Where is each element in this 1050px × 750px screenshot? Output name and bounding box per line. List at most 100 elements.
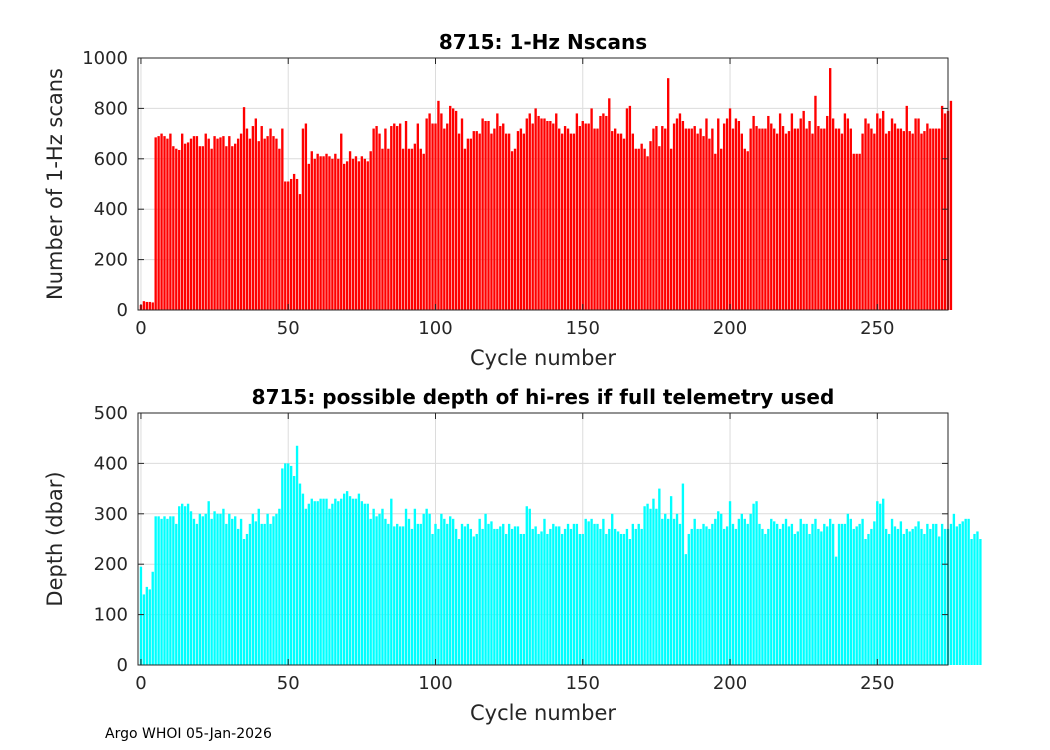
chart1-bar [310, 151, 313, 310]
chart2-bar [737, 518, 741, 665]
chart2-bar [602, 518, 605, 665]
chart2-bar [519, 533, 523, 665]
chart1-bar [431, 123, 434, 311]
footer-credit: Argo WHOI 05-Jan-2026 [105, 726, 272, 742]
chart1-bar [148, 301, 151, 310]
chart1-bar [195, 136, 199, 310]
chart2-bar [643, 506, 646, 665]
chart1-bar [831, 118, 835, 310]
chart2-bar [425, 508, 428, 665]
chart2-bar [708, 528, 711, 665]
chart1-bar [454, 110, 458, 310]
chart2-bar [372, 508, 375, 665]
chart2-bar [823, 523, 826, 665]
chart1-bar [428, 113, 431, 310]
chart1-bar [328, 156, 331, 310]
chart1-bar [210, 148, 213, 310]
chart1-bar [602, 113, 605, 310]
chart2-bar [693, 518, 696, 665]
chart1-bar [387, 148, 390, 310]
chart2-bar [722, 528, 726, 665]
chart1-bar [407, 148, 411, 310]
chart1-bar [882, 110, 885, 310]
chart1-bar [360, 156, 364, 310]
chart2-bar [634, 528, 637, 665]
chart1-bar [278, 148, 281, 310]
chart2-bar [646, 503, 649, 665]
chart2-bar [540, 531, 543, 665]
chart2-bar [157, 516, 160, 665]
chart1-bar [284, 181, 287, 310]
chart2-bar [652, 498, 655, 665]
chart1-bar [646, 156, 649, 310]
chart2-bar [239, 518, 243, 665]
chart1-bar [770, 123, 773, 311]
chart2-bar [440, 513, 443, 665]
chart1-bar [354, 156, 358, 310]
chart2-x-tick-label: 150 [566, 673, 600, 694]
chart1-bar [257, 141, 260, 310]
chart1-bar [575, 113, 579, 310]
chart2-bar [784, 518, 788, 665]
chart1-bar [528, 113, 531, 310]
chart1-bar [940, 105, 944, 310]
chart1-bar [799, 118, 802, 310]
chart2-bar [879, 503, 882, 665]
chart1-bar [846, 118, 850, 310]
chart1-bar [301, 128, 305, 310]
chart2-bar [658, 488, 661, 665]
chart2-bar [584, 518, 587, 665]
chart1-bar [778, 113, 782, 310]
chart2-bar [546, 533, 549, 665]
chart2-bar [216, 513, 219, 665]
chart1-bar [422, 153, 425, 310]
chart1-bar [787, 131, 791, 310]
chart2-bar [837, 523, 841, 665]
chart2-bar [289, 465, 293, 665]
chart2-bar [369, 518, 372, 665]
chart1-bar [449, 105, 452, 310]
chart2-bar [260, 523, 263, 665]
chart2-bar [702, 523, 705, 665]
chart2-bar [363, 503, 366, 665]
chart2-bar [563, 528, 567, 665]
chart2-y-tick-label: 100 [94, 605, 128, 626]
chart2-bar [325, 498, 328, 665]
chart1-bar [584, 123, 587, 311]
chart2-x-tick-label: 50 [277, 673, 300, 694]
chart2-bar [714, 518, 717, 665]
chart2-bar [502, 523, 505, 665]
chart2-y-axis-label: Depth (dbar) [43, 471, 67, 606]
chart2-bar [814, 518, 817, 665]
chart1-bar [345, 161, 349, 310]
chart1-bar [534, 108, 537, 311]
chart2-bar [166, 518, 169, 665]
chart2-bar [431, 533, 434, 665]
chart1-bar [605, 115, 608, 311]
chart2-bar [505, 533, 508, 665]
chart1-bar [404, 121, 408, 310]
chart1-bar [805, 128, 808, 310]
chart1-bar [151, 302, 154, 310]
chart2-bar [593, 523, 596, 665]
chart2-bar [319, 498, 322, 665]
chart1-bar [372, 128, 375, 310]
chart1-bar [593, 128, 596, 310]
chart1-bar [416, 123, 419, 311]
chart2-bar [905, 528, 908, 665]
chart2-bar [616, 531, 620, 665]
chart1-bar [887, 131, 891, 310]
chart1-bar [289, 178, 293, 310]
chart2-bar [961, 521, 964, 665]
chart1-bar [714, 153, 717, 310]
chart2-bar [234, 516, 237, 665]
chart1-bar [522, 133, 526, 310]
chart2-bar [864, 539, 867, 665]
chart2-bar [472, 536, 475, 665]
chart2-bar [840, 523, 844, 665]
chart1-y-tick-label: 600 [94, 149, 128, 170]
chart1-bar [876, 113, 879, 310]
chart1-bar [581, 121, 584, 310]
chart2-bar [566, 523, 570, 665]
chart2-bar [937, 536, 941, 665]
